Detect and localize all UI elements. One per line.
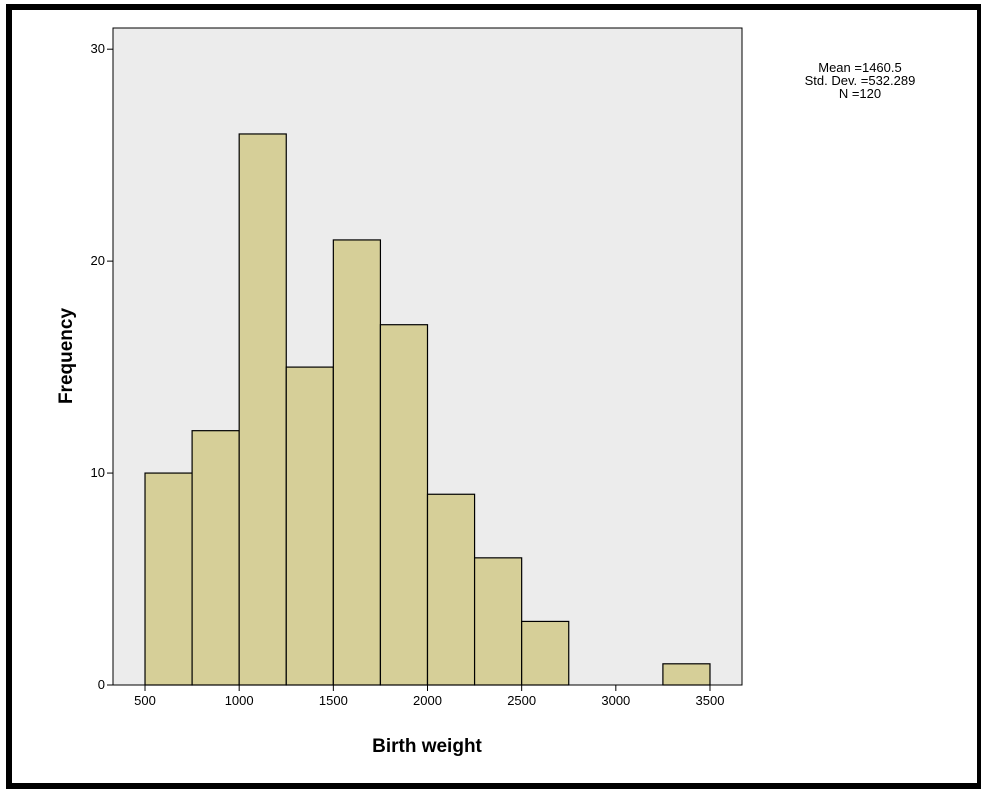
- histogram-bar: [473, 557, 523, 686]
- histogram-bar: [662, 663, 711, 686]
- x-tick-label: 2000: [413, 693, 442, 708]
- x-tick-label: 2500: [507, 693, 536, 708]
- axes-group: 500 1000 1500 2000 2500 3000 3500 0 10 20 30: [91, 41, 725, 708]
- x-tick-label: 1500: [319, 693, 348, 708]
- y-tick-label: 20: [91, 253, 105, 268]
- x-tick-label: 3500: [696, 693, 725, 708]
- y-tick-label: 0: [98, 677, 105, 692]
- x-axis-title: Birth weight: [372, 736, 482, 757]
- stats-line: Mean =1460.5: [818, 60, 901, 75]
- x-tick-label: 3000: [601, 693, 630, 708]
- histogram-bar: [238, 133, 287, 686]
- y-axis-title: Frequency: [56, 308, 77, 405]
- stats-line: N =120: [839, 86, 881, 101]
- bars-group: [144, 133, 711, 686]
- stats-line: Std. Dev. =532.289: [805, 73, 916, 88]
- histogram-bar: [332, 239, 382, 686]
- x-tick-label: 1000: [225, 693, 254, 708]
- y-tick-label: 10: [91, 465, 105, 480]
- histogram-bar: [521, 620, 570, 686]
- y-tick-label: 30: [91, 41, 105, 56]
- histogram-bar: [379, 324, 429, 686]
- histogram-bar: [426, 493, 476, 686]
- histogram-bar: [144, 472, 193, 686]
- x-tick-label: 500: [134, 693, 156, 708]
- histogram-bar: [285, 366, 334, 686]
- histogram-bar: [191, 430, 240, 686]
